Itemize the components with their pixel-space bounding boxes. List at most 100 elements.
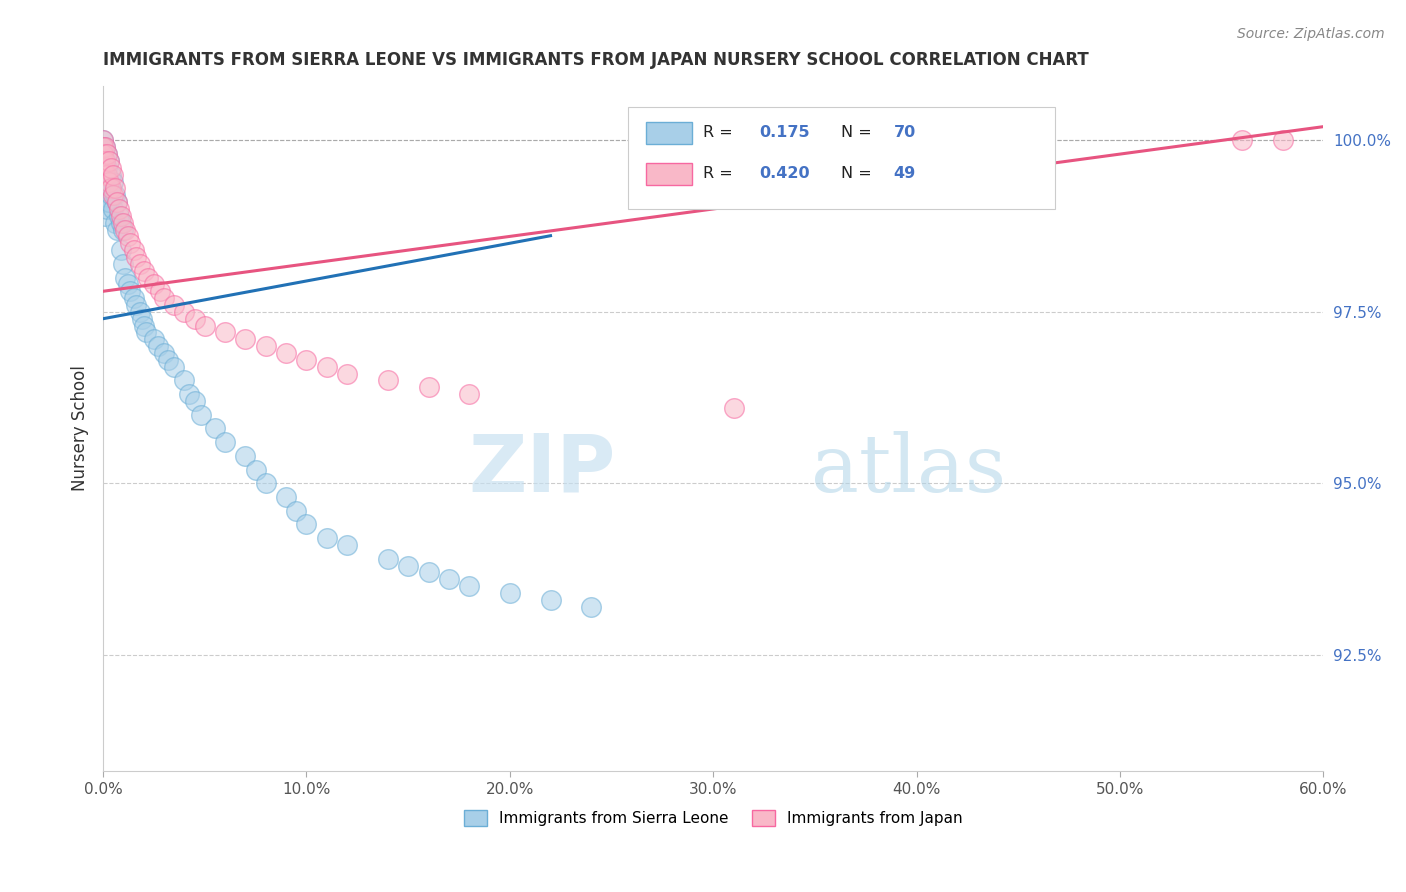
Point [163,298,186,312]
Point [108,209,131,223]
Point [96,147,118,161]
Point [91,140,114,154]
Point [94,209,117,223]
FancyBboxPatch shape [628,107,1054,209]
Point [149,285,172,299]
Point [1271,133,1294,147]
Point [579,599,602,614]
Point [100,188,122,202]
Point [91,133,114,147]
Point [104,181,127,195]
Y-axis label: Nursery School: Nursery School [72,366,89,491]
Point [163,359,186,374]
Point [94,168,117,182]
Point [183,311,205,326]
Text: R =: R = [703,126,738,140]
Point [276,346,298,360]
Point [91,175,114,189]
Point [214,435,236,450]
Point [91,181,114,195]
Point [94,195,117,210]
Point [1230,133,1253,147]
Point [108,202,131,216]
Point [114,270,136,285]
Point [122,291,145,305]
Point [117,277,139,292]
Point [105,195,128,210]
Point [190,408,212,422]
Point [315,531,337,545]
Point [377,551,399,566]
Point [100,168,122,182]
Point [540,593,562,607]
Point [458,579,481,593]
Bar [647,122,693,144]
Point [103,188,125,202]
Point [315,359,337,374]
Point [131,311,153,326]
Point [94,140,117,154]
Point [110,216,132,230]
Point [112,216,135,230]
Point [98,175,121,189]
Point [91,153,114,168]
Point [96,168,118,182]
Point [98,175,121,189]
Point [103,175,125,189]
Point [153,291,176,305]
Text: ZIP: ZIP [468,431,616,508]
Point [118,285,141,299]
Point [114,222,136,236]
Point [194,318,217,333]
Point [132,318,155,333]
Point [110,243,132,257]
Bar [647,163,693,185]
Point [418,566,440,580]
Point [98,195,121,210]
Point [98,153,121,168]
Point [143,332,166,346]
Text: Source: ZipAtlas.com: Source: ZipAtlas.com [1237,27,1385,41]
Point [153,346,176,360]
Point [91,147,114,161]
Point [135,326,157,340]
Point [124,298,146,312]
Point [214,326,236,340]
Text: 70: 70 [894,126,917,140]
Point [146,339,169,353]
Point [204,421,226,435]
Point [418,380,440,394]
Point [117,229,139,244]
Point [91,147,114,161]
Text: N =: N = [841,167,877,181]
Point [94,140,117,154]
Point [128,305,150,319]
Point [173,373,195,387]
Point [276,490,298,504]
Point [112,257,135,271]
Point [94,181,117,195]
Point [96,181,118,195]
Point [295,352,318,367]
Text: R =: R = [703,167,738,181]
Point [254,476,277,491]
Point [91,140,114,154]
Point [254,339,277,353]
Legend: Immigrants from Sierra Leone, Immigrants from Japan: Immigrants from Sierra Leone, Immigrants… [458,804,969,832]
Point [136,270,159,285]
Point [157,352,180,367]
Point [100,161,122,175]
Point [285,504,308,518]
Point [94,153,117,168]
Point [377,373,399,387]
Point [295,517,318,532]
Point [112,222,135,236]
Point [100,181,122,195]
Point [235,332,257,346]
Point [105,222,128,236]
Point [122,243,145,257]
Point [336,538,359,552]
Point [98,153,121,168]
Point [104,188,127,202]
Point [110,209,132,223]
